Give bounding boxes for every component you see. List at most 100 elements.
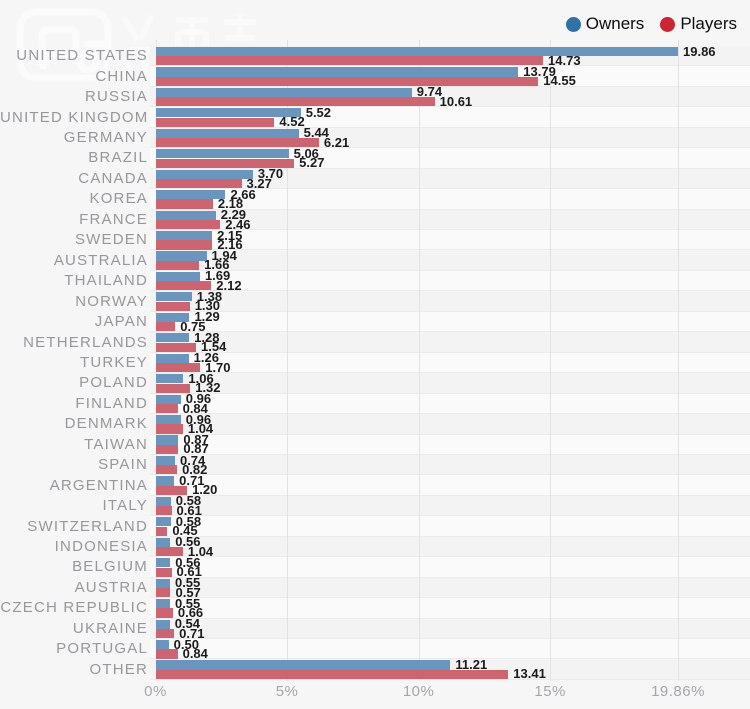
owners-bar [155,67,519,77]
owners-value-label: 0.87 [183,432,209,448]
owners-value-label: 5.06 [293,145,319,161]
owners-bar [155,578,170,588]
players-bar [155,76,539,86]
category-label: NETHERLANDS [23,333,148,351]
owners-bar [155,353,189,363]
row-stripe [150,557,750,578]
owners-bar [155,128,299,138]
owners-legend-label: Owners [585,14,645,33]
players-bar [155,56,544,66]
owners-bar [155,619,170,629]
category-label: TURKEY [79,353,148,371]
row-stripe [150,291,750,312]
players-bar [155,158,295,168]
category-label: AUSTRIA [74,578,148,596]
category-label: FINLAND [75,394,148,412]
owners-bar [155,333,190,343]
owners-value-label: 1.26 [193,350,219,366]
category-label: UNITED KINGDOM [0,108,149,126]
legend-item-players[interactable]: Players [660,14,737,34]
players-value-label: 1.20 [192,482,218,498]
players-bar [155,281,212,291]
players-bar [155,465,178,475]
owners-bar [155,374,184,384]
players-value-label: 0.45 [172,523,198,539]
owners-value-label: 1.29 [194,309,220,325]
players-value-label: 0.66 [177,605,204,621]
owners-bar [155,639,169,650]
players-value-label: 0.75 [180,318,206,334]
x-axis-tick-label: 15% [534,683,566,700]
gridline [678,40,679,681]
category-label: ARGENTINA [49,476,148,494]
category-label: CANADA [78,169,148,187]
players-value-label: 6.21 [323,134,350,150]
players-value-label: 0.61 [176,564,202,580]
category-label: PORTUGAL [56,640,148,658]
players-value-label: 4.52 [279,114,305,130]
row-stripe [150,536,750,558]
owners-bar [155,190,226,200]
players-bar [155,363,201,373]
owners-value-label: 1.38 [196,288,223,304]
players-value-label: 1.66 [204,257,230,273]
owners-value-label: 1.28 [194,329,220,345]
players-value-label: 0.57 [175,584,201,600]
players-value-label: 0.87 [183,441,209,457]
category-label: ITALY [102,497,148,515]
legend: Owners Players [565,14,737,34]
x-axis-tick-label: 0% [144,683,167,700]
players-bar [155,260,200,270]
players-bar [155,485,188,495]
gridline [550,40,552,681]
players-legend-dot-icon [660,16,676,32]
players-legend-label: Players [680,14,737,33]
category-label: BRAZIL [88,149,148,167]
owners-bar [155,87,412,97]
legend-item-owners[interactable]: Owners [565,14,645,34]
players-bar [155,403,178,414]
owners-bar [155,312,190,322]
category-label: THAILAND [64,272,148,290]
players-value-label: 0.71 [179,625,205,641]
players-bar [155,424,183,434]
row-stripe [150,209,750,231]
players-value-label: 3.27 [246,175,272,191]
owners-value-label: 0.58 [175,493,202,509]
x-axis-tick-label: 10% [402,683,435,700]
owners-value-label: 0.55 [174,575,201,591]
category-label: DENMARK [64,415,148,433]
players-bar [155,199,213,209]
category-label: TAIWAN [84,435,148,453]
players-bar [155,628,175,639]
row-stripe [150,270,750,292]
owners-bar [155,230,213,241]
row-stripe [150,598,750,619]
players-bar [155,506,172,516]
row-stripe [150,230,750,251]
owners-legend-dot-icon [565,16,581,32]
row-stripe [150,332,750,353]
players-value-label: 5.27 [299,155,325,171]
owners-value-label: 5.44 [303,125,329,141]
players-value-label: 2.46 [225,216,251,232]
players-bar [155,301,190,311]
owners-value-label: 5.52 [305,104,332,120]
players-value-label: 0.84 [182,400,208,416]
owners-bar [155,660,451,670]
players-value-label: 0.84 [182,645,208,661]
owners-value-label: 0.56 [175,554,201,570]
category-label: SWEDEN [74,231,148,249]
owners-bar [155,149,289,159]
owners-bar [155,271,200,282]
players-bar [155,526,168,536]
players-value-label: 1.32 [195,380,221,396]
owners-value-label: 1.69 [204,268,231,284]
owners-bar [155,251,207,261]
category-label: BELGIUM [72,558,148,576]
owners-value-label: 0.96 [185,391,212,407]
gridline [418,40,420,681]
row-stripe [150,516,750,537]
players-value-label: 2.16 [217,236,243,252]
